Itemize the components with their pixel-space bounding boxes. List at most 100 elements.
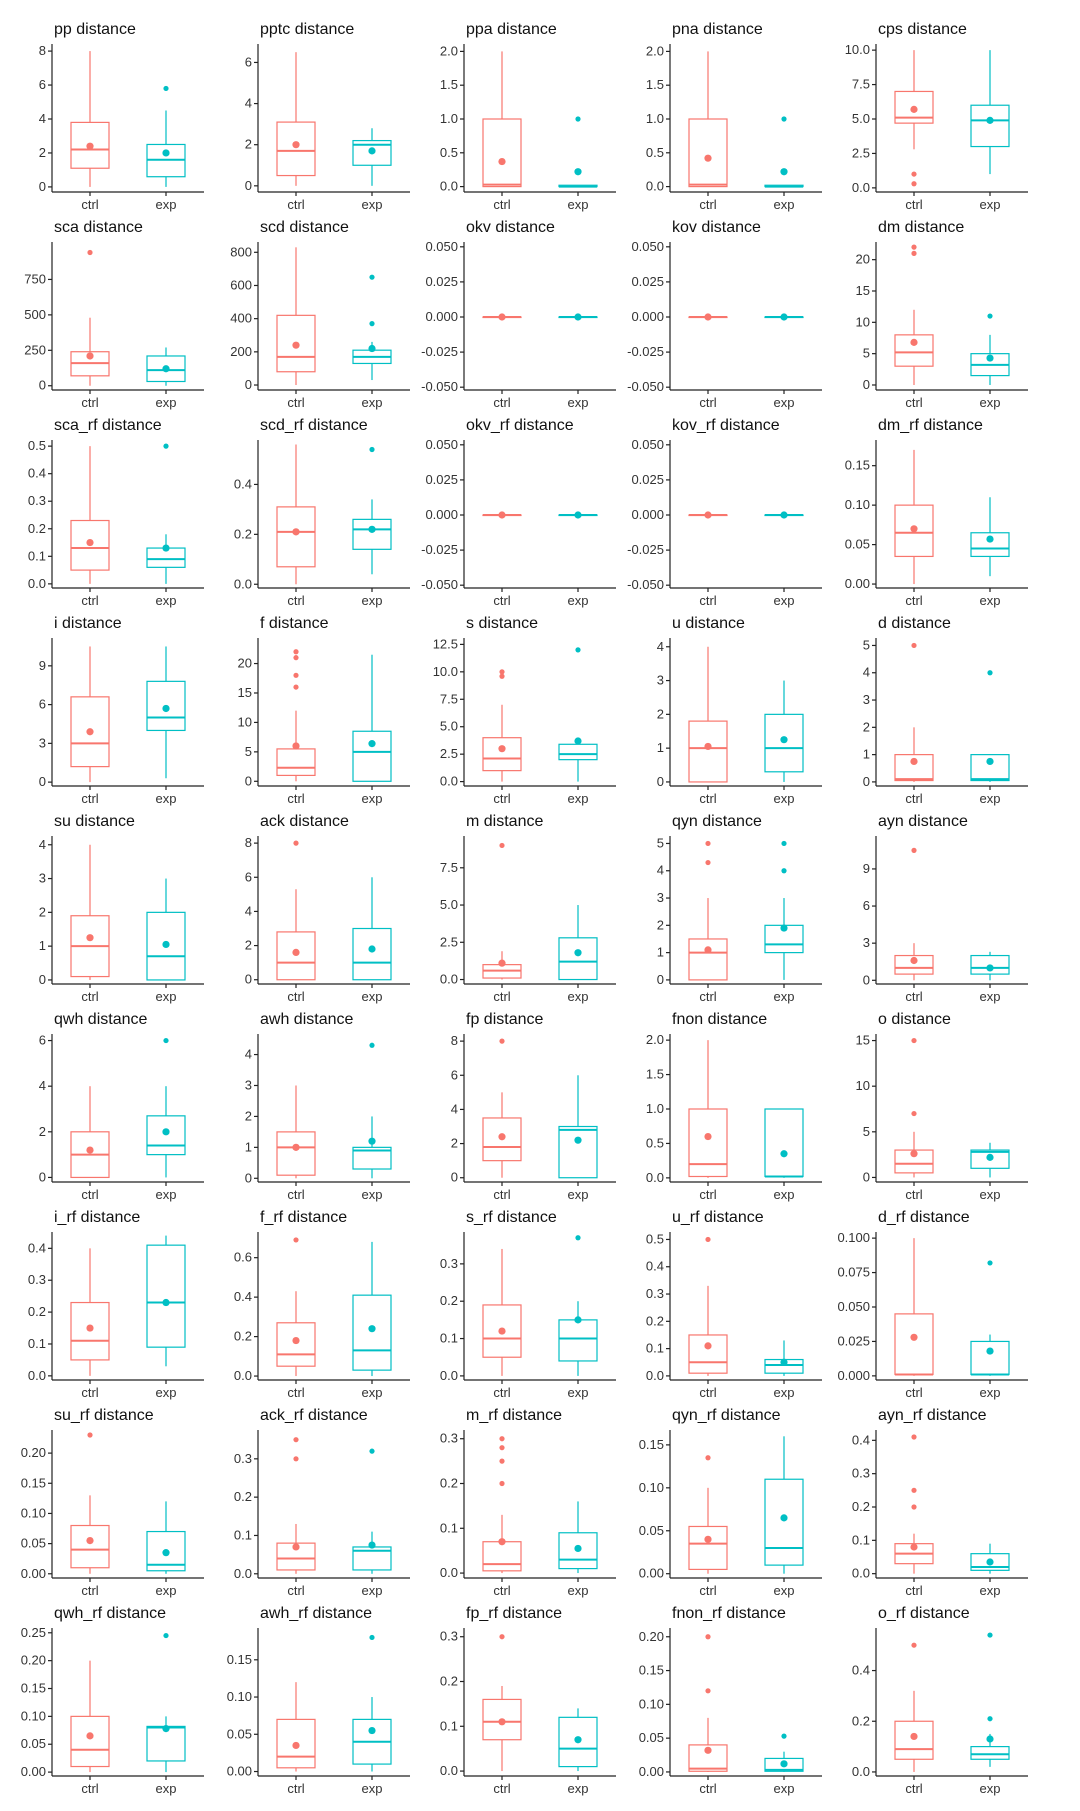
panel-title: f_rf distance — [260, 1209, 347, 1226]
box-exp — [558, 1235, 598, 1376]
mean-point — [986, 1558, 994, 1566]
y-tick-label: 1.0 — [440, 111, 458, 126]
mean-point — [780, 1150, 788, 1158]
box-plot-panel: ayn distance 0 3 6 9 ctrl exp — [832, 810, 1034, 1006]
box-iqr — [558, 1125, 598, 1179]
box-ctrl — [688, 1040, 728, 1178]
outlier-point — [911, 1110, 917, 1117]
y-tick-label: 0.0 — [852, 180, 870, 195]
box-exp — [352, 1241, 392, 1377]
box-iqr — [558, 937, 598, 981]
box-iqr — [558, 1319, 598, 1362]
box-iqr — [764, 1478, 804, 1566]
x-tick-label: ctrl — [287, 1583, 304, 1598]
x-tick-label: exp — [362, 1385, 383, 1400]
mean-point — [368, 945, 376, 953]
box-plot-svg: ayn distance 0 3 6 9 ctrl exp — [863, 813, 1028, 1004]
mean-point — [368, 1541, 376, 1549]
outlier-point — [987, 1632, 993, 1638]
x-tick-label: exp — [156, 791, 177, 806]
y-tick-label: 0.4 — [852, 1663, 870, 1678]
box-ctrl — [482, 511, 522, 519]
x-tick-label: exp — [362, 989, 383, 1004]
box-ctrl — [482, 313, 522, 321]
panel-title: su_rf distance — [54, 1407, 154, 1424]
panel-title: kov_rf distance — [672, 417, 780, 434]
y-tick-label: 0.1 — [28, 548, 46, 563]
x-tick-label: ctrl — [493, 395, 510, 410]
outlier-point — [369, 274, 375, 280]
box-plot-panel: f_rf distance 0.0 0.2 0.4 0.6 ctrl exp — [214, 1206, 416, 1402]
box-ctrl — [688, 840, 728, 981]
box-exp — [352, 877, 392, 981]
y-tick-label: 0.10 — [639, 1480, 664, 1495]
x-tick-label: exp — [980, 395, 1001, 410]
box-ctrl — [70, 51, 110, 187]
mean-point — [162, 940, 170, 949]
box-plot-panel: scd distance 0 200 400 600 800 ctrl exp — [214, 216, 416, 412]
y-tick-label: 0.0 — [440, 972, 458, 987]
y-tick-label: 0.025 — [837, 1333, 870, 1348]
y-tick-label: 0.4 — [852, 1432, 870, 1447]
y-tick-label: 0.1 — [234, 1527, 252, 1542]
y-tick-label: 0.15 — [639, 1663, 664, 1678]
y-tick-label: 0.5 — [646, 1231, 664, 1246]
mean-point — [986, 757, 994, 766]
y-tick-label: 4 — [39, 111, 46, 126]
panel-title: cps distance — [878, 21, 967, 38]
x-tick-label: ctrl — [81, 989, 98, 1004]
box-plot-panel: su_rf distance 0.00 0.05 0.10 0.15 0.20 ctrl ex… — [8, 1404, 210, 1600]
box-exp — [352, 654, 392, 782]
box-plot-svg: qyn distance 0 1 2 3 4 5 ctrl exp — [657, 813, 822, 1004]
mean-point — [910, 1150, 918, 1158]
x-tick-label: exp — [774, 593, 795, 608]
mean-point — [86, 352, 94, 360]
outlier-point — [293, 1437, 299, 1443]
mean-point — [986, 1347, 994, 1355]
y-tick-label: 2.5 — [852, 145, 870, 160]
y-tick-label: 5 — [245, 744, 252, 759]
y-tick-label: 0.0 — [28, 1368, 46, 1383]
box-iqr — [970, 1745, 1010, 1760]
box-ctrl — [70, 646, 110, 783]
box-plot-panel: d_rf distance 0.000 0.025 0.050 0.075 0.100 ct… — [832, 1206, 1034, 1402]
y-tick-label: 2 — [863, 719, 870, 734]
box-exp — [970, 497, 1010, 577]
y-tick-label: 0.15 — [21, 1475, 46, 1490]
x-tick-label: exp — [362, 1583, 383, 1598]
mean-point — [368, 1137, 376, 1145]
y-tick-label: 10.0 — [845, 42, 870, 57]
mean-point — [780, 511, 788, 519]
box-plot-panel: ppa distance 0.0 0.5 1.0 1.5 2.0 ctrl exp — [420, 18, 622, 214]
mean-point — [986, 964, 994, 972]
x-tick-label: exp — [774, 1385, 795, 1400]
y-tick-label: 0.10 — [21, 1505, 46, 1520]
panel-title: fp distance — [466, 1011, 543, 1028]
y-tick-label: 2 — [657, 917, 664, 932]
box-exp — [352, 446, 392, 575]
y-tick-label: 9 — [863, 861, 870, 876]
x-tick-label: exp — [980, 1187, 1001, 1202]
x-tick-label: exp — [774, 395, 795, 410]
y-tick-label: 8 — [451, 1033, 458, 1048]
box-plot-panel: o_rf distance 0.0 0.2 0.4 ctrl exp — [832, 1602, 1034, 1798]
y-tick-label: 0.2 — [28, 521, 46, 536]
y-tick-label: 600 — [230, 277, 252, 292]
x-tick-label: exp — [156, 989, 177, 1004]
y-tick-label: 0 — [657, 774, 664, 789]
x-tick-label: exp — [980, 1583, 1001, 1598]
y-tick-label: 3 — [657, 673, 664, 688]
x-tick-label: exp — [362, 1781, 383, 1796]
box-exp — [146, 443, 186, 584]
outlier-point — [575, 647, 581, 653]
box-exp — [352, 1448, 392, 1574]
y-tick-label: 4 — [657, 639, 664, 654]
panel-title: fnon_rf distance — [672, 1605, 786, 1622]
y-tick-label: 0.0 — [28, 576, 46, 591]
outlier-point — [163, 1632, 169, 1639]
mean-point — [162, 1549, 170, 1557]
box-plot-panel: qwh_rf distance 0.00 0.05 0.10 0.15 0.20 0.25 c… — [8, 1602, 210, 1798]
mean-point — [292, 1543, 300, 1551]
panel-title: pptc distance — [260, 21, 354, 38]
x-tick-label: ctrl — [287, 1781, 304, 1796]
